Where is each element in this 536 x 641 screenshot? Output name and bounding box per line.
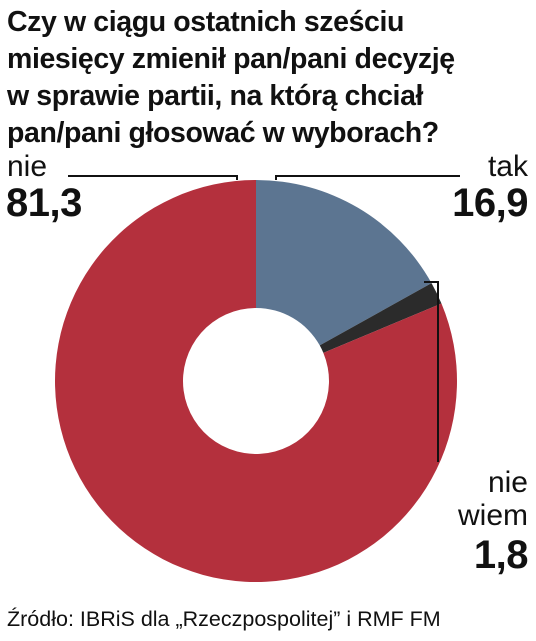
slice-nie-wiem — [319, 283, 442, 353]
label-tak: tak — [487, 150, 528, 183]
title-line: w sprawie partii, na którą chciał — [7, 80, 424, 112]
leader-line-nie — [68, 175, 238, 180]
value-nie: 81,3 — [6, 181, 82, 225]
title-line: Czy w ciągu ostatnich sześciu — [7, 6, 405, 38]
label-nie-wiem-line2: wiem — [457, 499, 528, 532]
leader-line-tak — [275, 175, 460, 180]
value-tak: 16,9 — [452, 181, 528, 225]
source-note: Źródło: IBRiS dla „Rzeczpospolitej” i RM… — [7, 607, 441, 631]
title-line: pan/pani głosować w wyborach? — [7, 117, 439, 149]
leader-line-nie-wiem — [424, 281, 439, 462]
title-line: miesięcy zmienił pan/pani decyzję — [7, 43, 455, 75]
slice-nie — [54, 180, 457, 582]
value-nie-wiem: 1,8 — [473, 533, 529, 577]
slice-tak — [256, 180, 432, 346]
chart-title: Czy w ciągu ostatnich sześciu miesięcy z… — [7, 4, 532, 152]
label-nie-wiem-line1: nie — [487, 466, 528, 499]
label-nie: nie — [7, 150, 48, 183]
